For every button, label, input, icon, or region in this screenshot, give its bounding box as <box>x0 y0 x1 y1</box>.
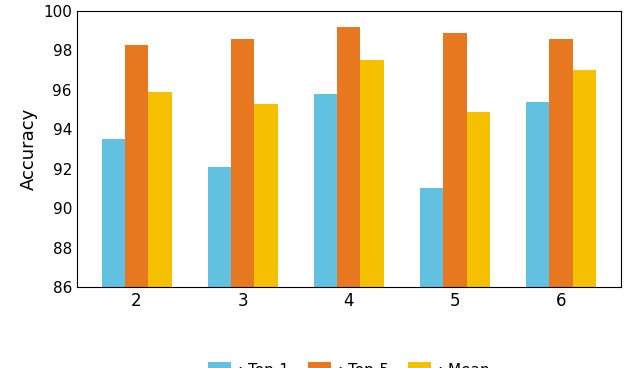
Bar <box>148 92 172 368</box>
Bar <box>125 45 148 368</box>
Bar <box>314 94 337 368</box>
Bar <box>549 39 573 368</box>
Bar <box>207 167 231 368</box>
Bar <box>254 104 278 368</box>
Bar <box>420 188 444 368</box>
Bar <box>526 102 549 368</box>
Bar <box>337 27 360 368</box>
Bar <box>102 139 125 368</box>
Y-axis label: Accuracy: Accuracy <box>19 108 38 190</box>
Bar <box>231 39 254 368</box>
Bar <box>444 33 467 368</box>
Bar <box>360 60 384 368</box>
Bar <box>467 112 490 368</box>
Legend: : Top-1, : Top-5, : Mean: : Top-1, : Top-5, : Mean <box>202 356 496 368</box>
Bar <box>573 70 596 368</box>
